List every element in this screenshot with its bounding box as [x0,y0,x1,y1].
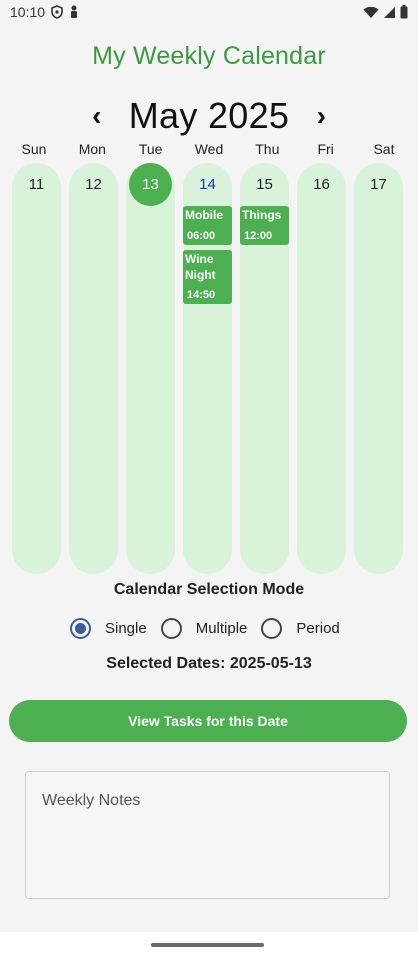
battery-icon [400,5,408,19]
radio-label[interactable]: Multiple [195,619,248,637]
event-title: Wine Night [185,252,216,282]
event-time: 12:00 [244,230,273,242]
event-title: Things [242,208,282,222]
weekday-label: Tue [138,141,163,157]
weekday-label: Thu [255,141,280,157]
day-column-thu[interactable]: 15 Things 12:00 [240,163,289,574]
event-title: Mobile [185,208,223,222]
radio-label[interactable]: Period [296,619,340,637]
date-number[interactable]: 16 [313,175,330,193]
event-time: 14:50 [187,289,216,301]
weekday-label: Sun [21,141,47,157]
selected-dates-text: Selected Dates: 2025-05-13 [106,655,312,672]
radio-unchecked-icon[interactable] [160,617,182,639]
shield-icon [51,5,63,19]
radio-multiple[interactable]: Multiple [160,617,248,639]
wifi-icon [363,6,379,19]
date-number[interactable]: 11 [28,175,45,193]
person-icon [69,5,79,19]
week-columns: 11 12 13 14 Mobile 06:00 Wine Night 14:5… [12,163,404,574]
view-tasks-button[interactable]: View Tasks for this Date [9,700,407,742]
signal-icon [383,6,396,19]
weekday-label: Sat [373,141,395,157]
radio-unchecked-icon[interactable] [261,617,283,639]
weekday-header: Sun Mon Tue Wed Thu Fri Sat [9,141,409,161]
selection-mode-radio-group: Single Multiple Period [70,616,354,640]
weekday-label: Mon [78,141,106,157]
day-column-mon[interactable]: 12 [69,163,118,574]
selection-mode-title: Calendar Selection Mode [113,581,305,598]
day-column-wed[interactable]: 14 Mobile 06:00 Wine Night 14:50 [183,163,232,574]
weekday-label: Wed [194,141,224,157]
status-bar: 10:10 [0,0,418,24]
event-time: 06:00 [187,230,216,242]
month-navigation: ‹ May 2025 › [0,92,418,140]
selected-date-number[interactable]: 13 [129,163,172,206]
radio-single[interactable]: Single [70,617,147,639]
date-number[interactable]: 17 [370,175,387,193]
today-date-number[interactable]: 14 [199,175,216,193]
status-time: 10:10 [10,4,46,20]
day-column-fri[interactable]: 16 [297,163,346,574]
radio-period[interactable]: Period [261,617,340,639]
day-column-sat[interactable]: 17 [354,163,403,574]
home-gesture-handle[interactable] [151,943,264,947]
day-column-sun[interactable]: 11 [12,163,61,574]
chevron-left-icon[interactable]: ‹ [92,100,102,131]
weekday-label: Fri [317,141,334,157]
month-label: May 2025 [128,95,290,136]
event-chip[interactable]: Wine Night 14:50 [183,250,232,304]
radio-checked-icon[interactable] [70,617,91,639]
event-chip[interactable]: Things 12:00 [240,206,289,245]
app-title: My Weekly Calendar [92,42,326,70]
weekly-notes-field[interactable]: Weekly Notes [25,771,390,899]
day-column-tue[interactable]: 13 [126,163,175,574]
date-number[interactable]: 12 [85,175,102,193]
date-number[interactable]: 15 [256,175,273,193]
radio-label[interactable]: Single [105,619,147,637]
chevron-right-icon[interactable]: › [316,100,326,131]
event-chip[interactable]: Mobile 06:00 [183,206,232,245]
